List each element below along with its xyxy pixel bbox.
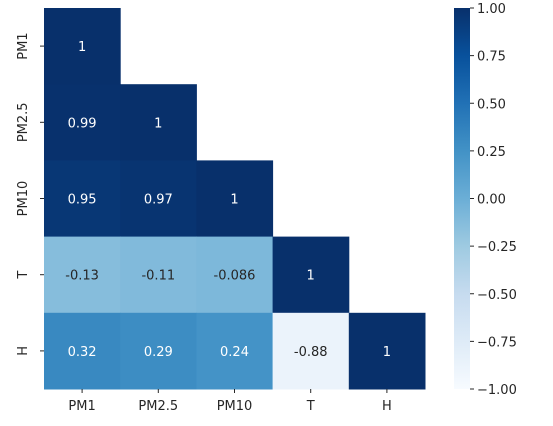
cell-value-label: 1 (383, 345, 391, 360)
x-tick-label: PM2.5 (138, 399, 178, 414)
cell-value-label: -0.11 (141, 269, 175, 284)
heatmap-cell-pm10-pm1 (44, 160, 121, 238)
x-tick-label: PM10 (217, 399, 253, 414)
cell-value-label: -0.13 (65, 269, 99, 284)
y-tick-label: H (16, 346, 31, 356)
heatmap-cell-t-pm10 (196, 236, 274, 314)
heatmap-cells (44, 8, 426, 390)
colorbar-tick-label: 0.00 (477, 193, 506, 208)
cell-value-label: 1 (78, 40, 86, 55)
cell-value-label: 0.99 (68, 116, 97, 131)
heatmap-cell-pm10-pm10 (196, 160, 274, 238)
heatmap-cell-h-t (272, 312, 350, 390)
heatmap-cell-pm10-pm25 (120, 160, 197, 238)
cell-value-label: 1 (230, 193, 238, 208)
heatmap-cell-h-pm25 (120, 312, 197, 390)
cell-value-label: 0.24 (220, 345, 249, 360)
x-axis-ticks: PM1 PM2.5 PM10 T H (68, 389, 392, 414)
colorbar-tick-label: −0.25 (477, 240, 517, 255)
cell-value-label: 1 (154, 116, 162, 131)
colorbar-tick-label: 1.00 (477, 2, 506, 17)
cell-value-label: 1 (307, 269, 315, 284)
cell-value-label: 0.32 (68, 345, 97, 360)
cell-value-label: 0.97 (144, 193, 173, 208)
heatmap-cell-pm25-pm1 (44, 84, 121, 161)
heatmap-cell-t-pm25 (120, 236, 197, 314)
x-tick-label: PM1 (68, 399, 95, 414)
x-tick-label: H (382, 399, 392, 414)
cell-value-label: -0.88 (294, 345, 328, 360)
colorbar-tick-label: −0.75 (477, 335, 517, 350)
y-tick-label: T (16, 271, 31, 280)
colorbar-tick-label: 0.25 (477, 145, 506, 160)
colorbar-gradient (454, 8, 470, 389)
cell-value-label: -0.086 (214, 269, 256, 284)
colorbar-tick-label: 0.75 (477, 50, 506, 65)
colorbar-tick-label: −0.50 (477, 288, 517, 303)
cell-value-label: 0.95 (68, 193, 97, 208)
colorbar-tick-label: −1.00 (477, 383, 517, 398)
colorbar: 1.00 0.75 0.50 0.25 0.00 −0.25 −0.50 −0.75 −1.00 (454, 2, 517, 398)
heatmap-cell-h-pm1 (44, 312, 121, 390)
heatmap-cell-pm1-pm1 (44, 8, 121, 85)
y-axis-ticks: PM1 PM2.5 PM10 T H (16, 32, 44, 356)
heatmap-cell-labels: 1 0.99 1 0.95 0.97 1 -0.13 -0.11 -0.086 1 0.32 0.29… (65, 40, 391, 360)
y-tick-label: PM2.5 (16, 102, 31, 142)
y-tick-label: PM1 (16, 32, 31, 59)
cell-value-label: 0.29 (144, 345, 173, 360)
heatmap-cell-t-t (272, 236, 350, 314)
heatmap-cell-pm25-pm25 (120, 84, 197, 161)
heatmap-cell-t-pm1 (44, 236, 121, 314)
heatmap-cell-h-h (348, 312, 426, 390)
y-tick-label: PM10 (16, 181, 31, 217)
heatmap-cell-h-pm10 (196, 312, 274, 390)
x-tick-label: T (306, 399, 315, 414)
colorbar-tick-label: 0.50 (477, 97, 506, 112)
